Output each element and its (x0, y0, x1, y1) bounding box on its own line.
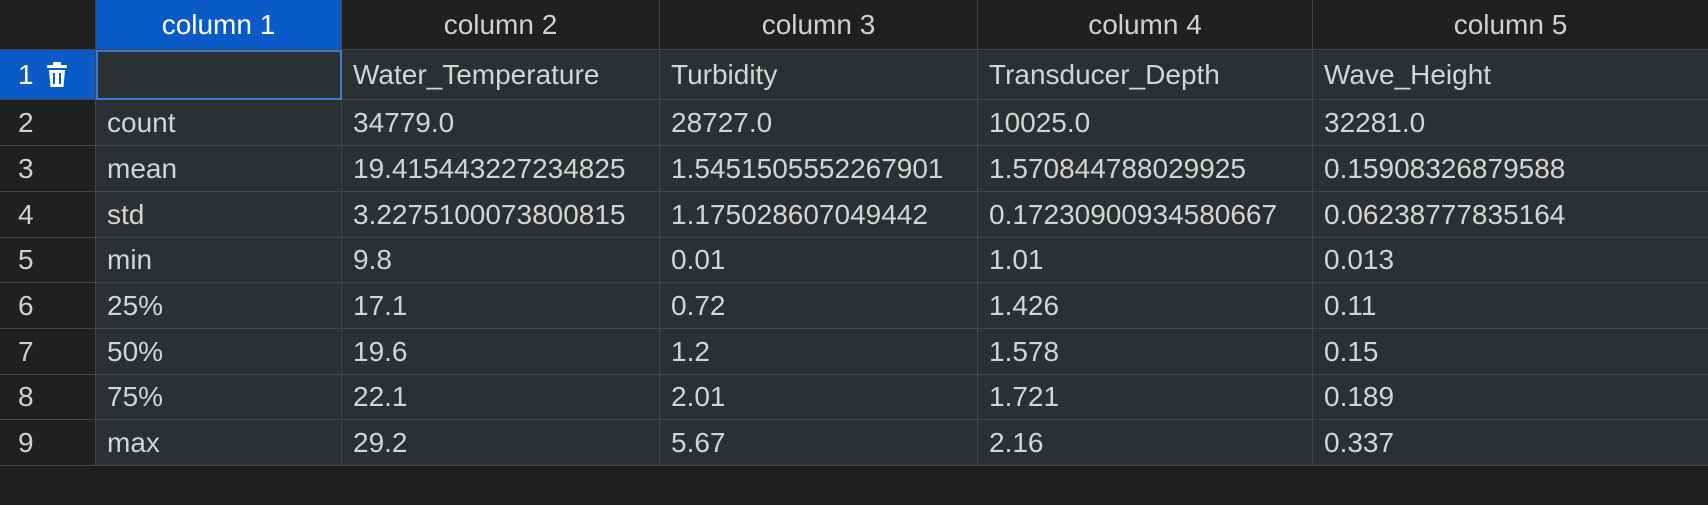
table-cell[interactable]: min (96, 238, 342, 283)
table-cell[interactable]: 0.72 (660, 283, 978, 329)
table-cell[interactable]: std (96, 192, 342, 238)
table-cell[interactable]: 1.175028607049442 (660, 192, 978, 238)
table-cell[interactable]: Wave_Height (1313, 50, 1708, 100)
table-cell[interactable]: 3.2275100073800815 (342, 192, 660, 238)
column-header-row: column 1 column 2 column 3 column 4 colu… (0, 0, 1708, 50)
table-cell[interactable]: 17.1 (342, 283, 660, 329)
table-row: 4 std 3.2275100073800815 1.1750286070494… (0, 192, 1708, 238)
table-cell[interactable]: 1.2 (660, 329, 978, 375)
table-cell[interactable]: Transducer_Depth (978, 50, 1313, 100)
table-cell[interactable]: 1.01 (978, 238, 1313, 283)
table-cell[interactable]: count (96, 100, 342, 146)
table-cell[interactable]: 1.578 (978, 329, 1313, 375)
table-cell[interactable]: Turbidity (660, 50, 978, 100)
row-number: 1 (18, 58, 34, 90)
table-cell[interactable]: 34779.0 (342, 100, 660, 146)
table-cell[interactable] (96, 50, 342, 100)
table-cell[interactable]: 0.15908326879588 (1313, 146, 1708, 192)
row-number-cell[interactable]: 8 (0, 375, 96, 420)
row-number-cell[interactable]: 5 (0, 238, 96, 283)
table-cell[interactable]: 1.5451505552267901 (660, 146, 978, 192)
table-cell[interactable]: 2.16 (978, 420, 1313, 466)
table-cell[interactable]: 0.01 (660, 238, 978, 283)
table-row: 3 mean 19.415443227234825 1.545150555226… (0, 146, 1708, 192)
column-header-4[interactable]: column 4 (978, 0, 1313, 50)
column-header-2[interactable]: column 2 (342, 0, 660, 50)
table-row: 7 50% 19.6 1.2 1.578 0.15 (0, 329, 1708, 375)
table-cell[interactable]: mean (96, 146, 342, 192)
table-cell[interactable]: 22.1 (342, 375, 660, 420)
table-cell[interactable]: 10025.0 (978, 100, 1313, 146)
row-number-cell[interactable]: 7 (0, 329, 96, 375)
table-cell[interactable]: 5.67 (660, 420, 978, 466)
row-number-cell[interactable]: 3 (0, 146, 96, 192)
table-cell[interactable]: 1.721 (978, 375, 1313, 420)
row-number-cell[interactable]: 9 (0, 420, 96, 466)
table-row: 6 25% 17.1 0.72 1.426 0.11 (0, 283, 1708, 329)
row-number-cell[interactable]: 2 (0, 100, 96, 146)
table-cell[interactable]: 29.2 (342, 420, 660, 466)
table-cell[interactable]: 0.337 (1313, 420, 1708, 466)
trash-icon[interactable] (46, 61, 68, 88)
column-header-1[interactable]: column 1 (96, 0, 342, 50)
table-cell[interactable]: 1.570844788029925 (978, 146, 1313, 192)
table-cell[interactable]: 32281.0 (1313, 100, 1708, 146)
table-cell[interactable]: 0.17230900934580667 (978, 192, 1313, 238)
table-row: 1 Water_Temperature Turbidity Transducer… (0, 50, 1708, 100)
row-number-cell[interactable]: 6 (0, 283, 96, 329)
table-cell[interactable]: 0.11 (1313, 283, 1708, 329)
table-cell[interactable]: max (96, 420, 342, 466)
corner-cell[interactable] (0, 0, 96, 50)
table-cell[interactable]: 0.189 (1313, 375, 1708, 420)
column-header-3[interactable]: column 3 (660, 0, 978, 50)
column-header-5[interactable]: column 5 (1313, 0, 1708, 50)
table-cell[interactable]: 2.01 (660, 375, 978, 420)
table-cell[interactable]: 19.415443227234825 (342, 146, 660, 192)
table-row: 2 count 34779.0 28727.0 10025.0 32281.0 (0, 100, 1708, 146)
table-cell[interactable]: 50% (96, 329, 342, 375)
row-number-cell[interactable]: 4 (0, 192, 96, 238)
table-cell[interactable]: 0.15 (1313, 329, 1708, 375)
table-row: 9 max 29.2 5.67 2.16 0.337 (0, 420, 1708, 466)
table-cell[interactable]: 28727.0 (660, 100, 978, 146)
row-number-cell[interactable]: 1 (0, 50, 96, 100)
table-cell[interactable]: 19.6 (342, 329, 660, 375)
table-cell[interactable]: 0.06238777835164 (1313, 192, 1708, 238)
table-row: 5 min 9.8 0.01 1.01 0.013 (0, 238, 1708, 283)
table-cell[interactable]: 0.013 (1313, 238, 1708, 283)
table-cell[interactable]: 1.426 (978, 283, 1313, 329)
table-cell[interactable]: 75% (96, 375, 342, 420)
table-cell[interactable]: Water_Temperature (342, 50, 660, 100)
table-cell[interactable]: 25% (96, 283, 342, 329)
table-row: 8 75% 22.1 2.01 1.721 0.189 (0, 375, 1708, 420)
grid-empty-area (0, 466, 1708, 505)
table-cell[interactable]: 9.8 (342, 238, 660, 283)
